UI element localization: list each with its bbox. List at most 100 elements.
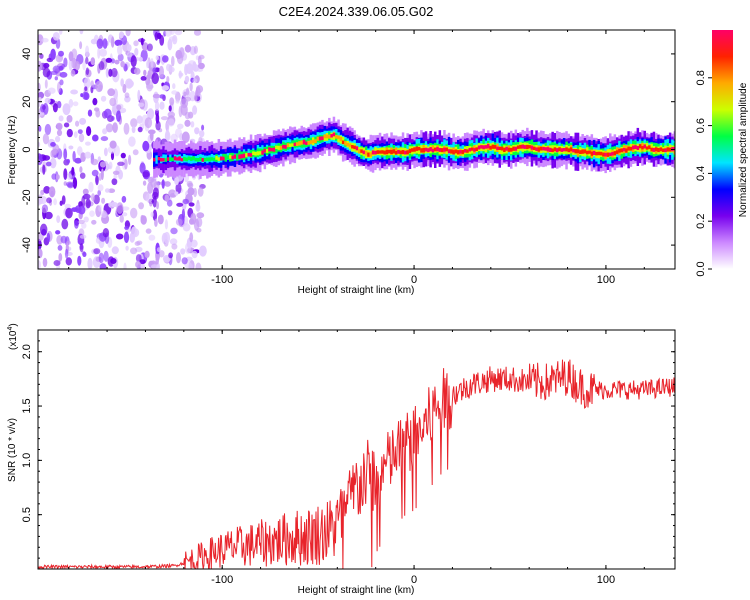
noise-speckle: [44, 97, 51, 104]
x-tick-label: -100: [211, 274, 233, 286]
noise-speckle: [63, 168, 68, 181]
ridge-cell: [510, 147, 513, 152]
noise-speckle: [195, 262, 202, 269]
noise-speckle: [109, 97, 117, 107]
noise-speckle: [192, 105, 198, 115]
ridge-cell: [641, 146, 644, 150]
ridge-cell: [254, 152, 257, 156]
ridge-cell: [346, 142, 349, 147]
noise-speckle: [66, 181, 74, 188]
noise-speckle: [189, 82, 193, 92]
ridge-cell: [289, 143, 292, 147]
noise-speckle: [185, 242, 191, 254]
noise-speckle: [56, 123, 63, 131]
noise-speckle: [118, 31, 124, 39]
noise-speckle: [148, 234, 156, 241]
ridge-cell: [664, 148, 667, 153]
noise-speckle: [143, 69, 147, 77]
noise-speckle: [61, 195, 66, 205]
noise-speckle: [85, 198, 91, 209]
ridge-cell: [226, 155, 230, 160]
ridge-cell: [611, 152, 614, 156]
noise-speckle: [193, 94, 198, 102]
noise-speckle: [49, 157, 57, 169]
ridge-cell: [309, 140, 313, 145]
noise-speckle: [150, 58, 154, 68]
noise-speckle: [158, 65, 164, 78]
ridge-cell: [169, 157, 172, 161]
y-tick-label: 1.0: [21, 453, 33, 468]
noise-speckle: [57, 100, 62, 109]
noise-speckle: [159, 94, 166, 99]
ridge-cell: [160, 157, 163, 162]
ridge-cell: [480, 145, 483, 149]
ridge-cell: [424, 147, 428, 152]
ridge-cell: [440, 148, 444, 153]
ridge-cell: [383, 150, 386, 155]
noise-speckle: [186, 180, 193, 187]
noise-speckle: [99, 263, 107, 269]
noise-speckle: [63, 57, 68, 68]
ridge-cell: [208, 157, 211, 162]
noise-speckle: [57, 81, 61, 93]
ridge-cell: [450, 149, 453, 154]
noise-speckle: [66, 158, 71, 164]
noise-speckle: [137, 89, 141, 102]
ridge-cell: [459, 150, 462, 154]
ridge-cell: [523, 145, 527, 149]
ridge-cell: [298, 141, 301, 146]
ridge-cell: [569, 147, 573, 152]
noise-speckle: [43, 186, 51, 194]
noise-speckle: [167, 118, 175, 127]
noise-speckle: [77, 146, 83, 156]
noise-speckle: [97, 156, 101, 162]
ridge-cell: [583, 149, 587, 154]
noise-speckle: [86, 126, 92, 137]
noise-speckle: [174, 191, 179, 196]
ridge-cell: [328, 134, 331, 139]
noise-speckle: [105, 123, 114, 133]
ridge-cell: [463, 149, 467, 153]
noise-speckle: [90, 57, 96, 66]
noise-speckle: [52, 32, 60, 41]
ridge-cell: [201, 158, 204, 162]
noise-speckle: [177, 123, 184, 129]
ridge-cell: [629, 146, 633, 151]
ridge-cell: [634, 145, 637, 149]
ridge-cell: [482, 145, 485, 150]
ridge-cell: [643, 144, 646, 149]
ridge-cell: [164, 158, 168, 162]
noise-speckle: [80, 152, 86, 163]
ridge-cell: [609, 152, 612, 156]
noise-speckle: [124, 225, 129, 230]
noise-speckle: [90, 158, 99, 166]
noise-speckle: [180, 103, 188, 116]
ridge-cell: [590, 151, 594, 156]
ridge-cell: [673, 147, 675, 151]
noise-speckle: [74, 220, 79, 229]
ridge-cell: [394, 151, 398, 155]
ridge-cell: [427, 148, 430, 153]
noise-speckle: [175, 128, 182, 138]
ridge-cell: [291, 143, 294, 147]
ridge-cell: [470, 147, 474, 151]
noise-speckle: [150, 178, 157, 188]
ridge-cell: [620, 148, 623, 153]
noise-speckle: [90, 80, 94, 88]
noise-speckle: [137, 126, 143, 133]
noise-speckle: [190, 121, 195, 128]
noise-speckle: [168, 105, 172, 112]
colorbar-label: Normalized spectral amplitude: [738, 82, 749, 217]
noise-speckle: [44, 79, 48, 89]
ridge-cell: [625, 148, 628, 153]
snr-xlabel: Height of straight line (km): [298, 585, 415, 596]
ridge-cell: [572, 149, 575, 153]
noise-speckle: [126, 52, 133, 58]
noise-speckle: [88, 181, 94, 193]
ridge-cell: [648, 145, 651, 150]
noise-speckle: [74, 157, 82, 164]
noise-speckle: [90, 38, 98, 45]
ridge-cell: [318, 136, 322, 141]
noise-speckle: [156, 201, 159, 210]
noise-speckle: [105, 68, 110, 78]
